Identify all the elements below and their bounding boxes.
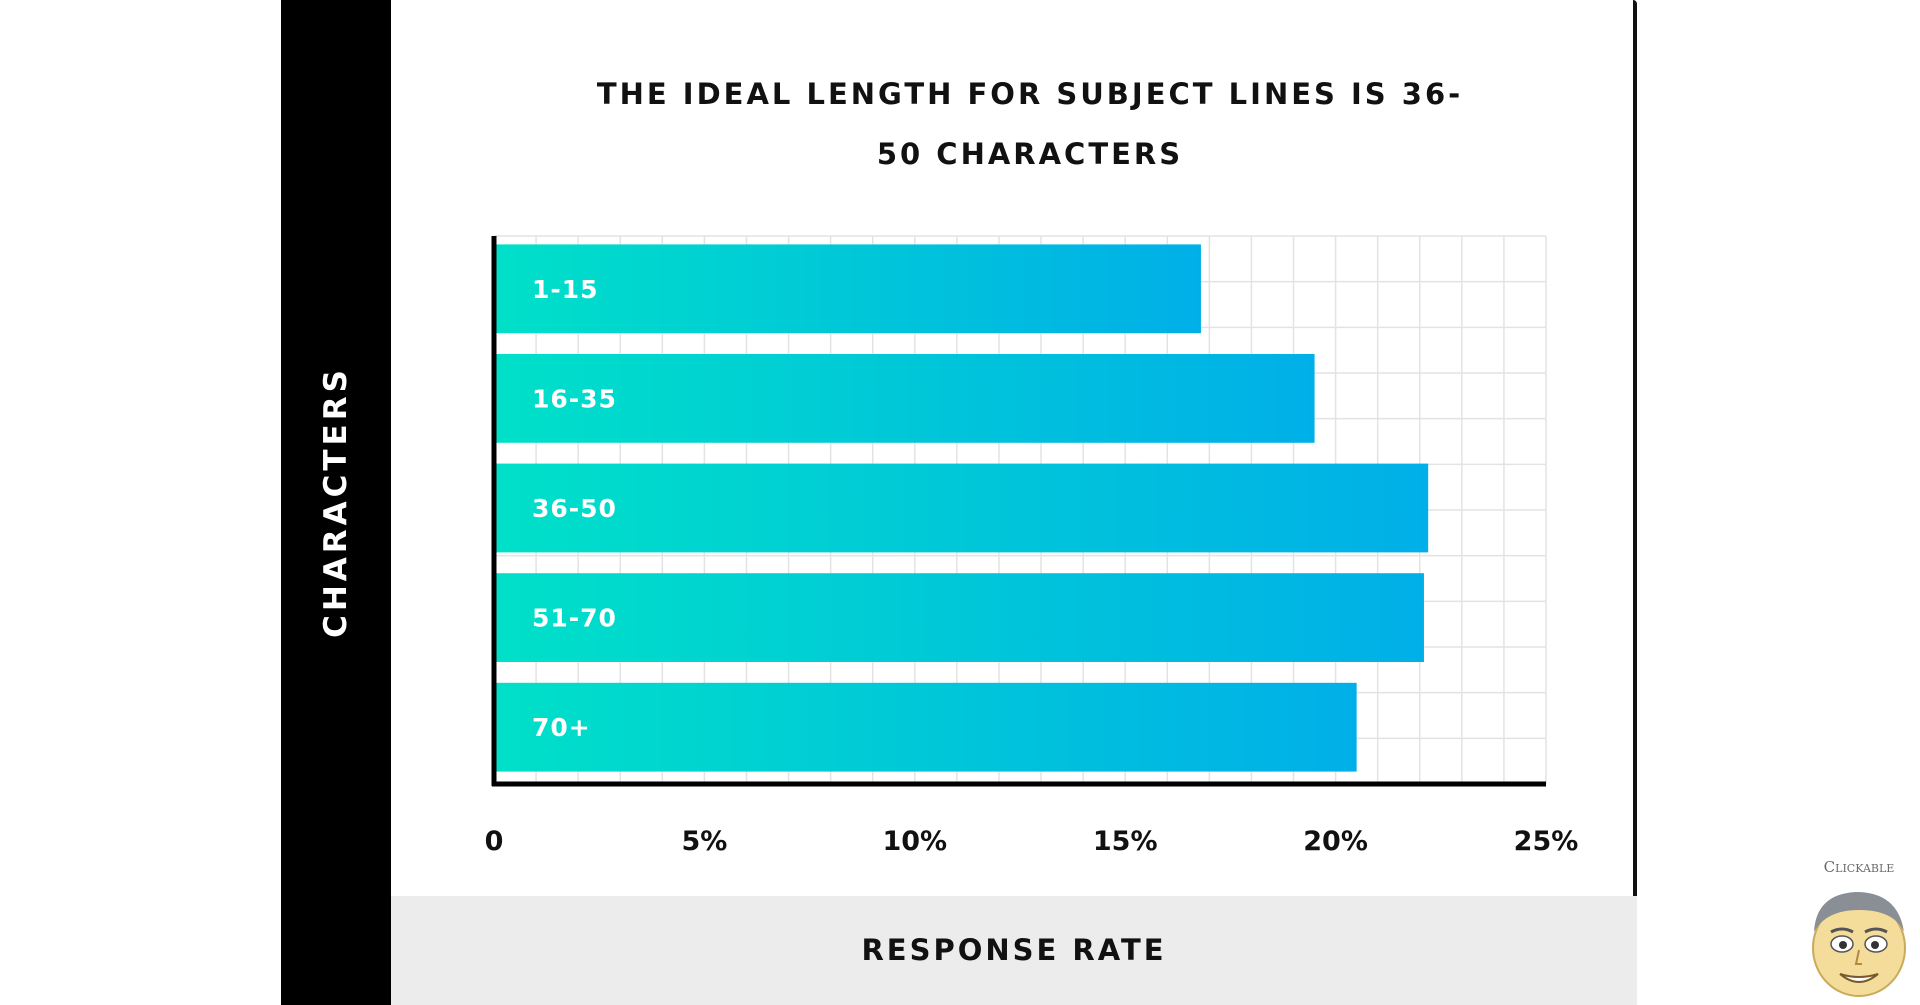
- x-tick-labels: 0 5% 10% 15% 20% 25%: [485, 826, 1579, 857]
- card-edge: [1633, 0, 1637, 1005]
- chart-title: THE IDEAL LENGTH FOR SUBJECT LINES IS 36…: [596, 77, 1464, 171]
- x-axis-label: RESPONSE RATE: [861, 933, 1167, 967]
- bar-51-70: [496, 573, 1424, 662]
- bar-category-label: 1-15: [532, 275, 599, 304]
- x-tick-label: 20%: [1303, 826, 1368, 857]
- bar-category-label: 16-35: [532, 384, 617, 413]
- cartoon-face-icon: [1812, 892, 1906, 997]
- bar-category-label: 36-50: [532, 494, 617, 523]
- bar-1-15: [496, 244, 1201, 334]
- bar-36-50: [496, 463, 1429, 553]
- bar-70+: [496, 682, 1357, 772]
- x-axis-label-band: [391, 896, 1637, 1005]
- x-tick-label: 5%: [681, 826, 727, 857]
- bar-16-35: [496, 354, 1315, 443]
- x-tick-label: 25%: [1514, 826, 1579, 857]
- x-tick-label: 15%: [1093, 826, 1158, 857]
- watermark-text: Clickable: [1823, 858, 1895, 876]
- bar-category-label: 70+: [532, 713, 591, 742]
- bar-chart: 1-15 16-35 36-50 51-70 70+ 0 5% 10% 15% 20% 25%: [485, 235, 1579, 857]
- x-tick-label: 10%: [882, 826, 947, 857]
- y-axis-label-band: [281, 0, 391, 1005]
- bar-category-label: 51-70: [532, 604, 617, 633]
- watermark: Clickable: [1806, 858, 1912, 1000]
- axes: [491, 236, 1546, 787]
- x-tick-label: 0: [485, 826, 504, 857]
- bars: 1-15 16-35 36-50 51-70 70+: [496, 244, 1429, 772]
